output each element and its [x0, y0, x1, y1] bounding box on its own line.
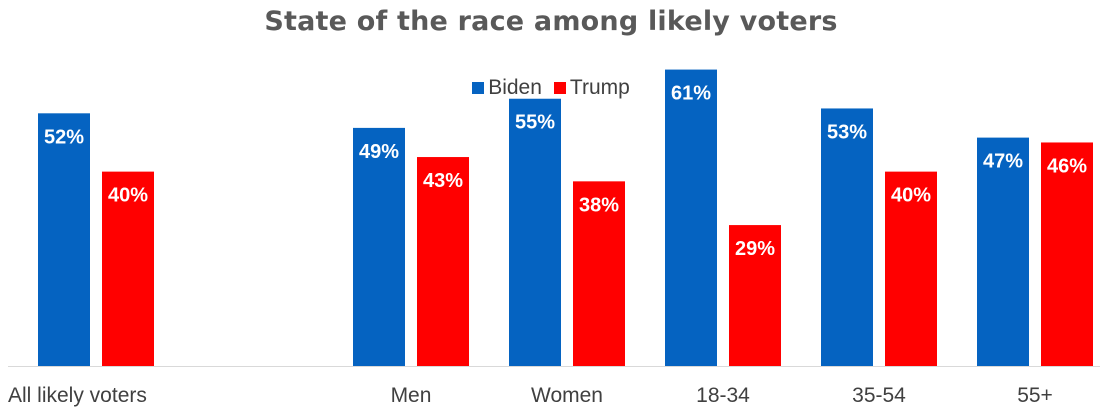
- x-tick-label-all-likely-voters: All likely voters: [8, 384, 147, 407]
- data-label-biden-18-34: 61%: [671, 83, 711, 105]
- legend-swatch-biden: [472, 82, 485, 94]
- x-tick-label-women: Women: [531, 384, 603, 407]
- bar-trump-18-34: [729, 225, 781, 366]
- x-tick-label-18-34: 18-34: [696, 384, 750, 407]
- data-label-biden-all-likely-voters: 52%: [44, 126, 84, 148]
- data-label-trump-35-54: 40%: [891, 185, 931, 207]
- bar-trump-women: [573, 181, 625, 366]
- data-label-trump-55: 46%: [1047, 155, 1087, 177]
- x-tick-label-men: Men: [391, 384, 432, 407]
- bar-biden-men: [353, 127, 405, 366]
- data-label-trump-men: 43%: [423, 170, 463, 192]
- data-label-trump-all-likely-voters: 40%: [108, 185, 148, 207]
- data-label-biden-55: 47%: [983, 151, 1023, 173]
- legend-item-trump: Trump: [553, 76, 630, 100]
- bar-biden-18-34: [665, 69, 717, 366]
- bar-biden-35-54: [821, 108, 873, 366]
- x-tick-label-35-54: 35-54: [852, 384, 906, 407]
- bar-trump-55: [1041, 142, 1093, 366]
- bar-biden-55: [977, 137, 1029, 366]
- bar-trump-35-54: [885, 171, 937, 366]
- data-label-trump-women: 38%: [579, 194, 619, 216]
- data-label-biden-men: 49%: [359, 141, 399, 163]
- data-label-biden-women: 55%: [515, 112, 555, 134]
- data-label-trump-18-34: 29%: [735, 238, 775, 260]
- legend-label-biden: Biden: [488, 76, 542, 99]
- bar-biden-women: [509, 98, 561, 366]
- chart-title: State of the race among likely voters: [264, 6, 838, 37]
- legend-item-biden: Biden: [472, 76, 542, 100]
- bar-trump-all-likely-voters: [102, 171, 154, 366]
- bar-biden-all-likely-voters: [38, 113, 90, 366]
- bar-trump-men: [417, 157, 469, 366]
- data-label-biden-35-54: 53%: [827, 121, 867, 143]
- x-tick-label-55: 55+: [1017, 384, 1053, 407]
- legend-label-trump: Trump: [569, 76, 630, 99]
- legend-swatch-trump: [553, 82, 566, 94]
- legend: Biden Trump: [0, 76, 1102, 100]
